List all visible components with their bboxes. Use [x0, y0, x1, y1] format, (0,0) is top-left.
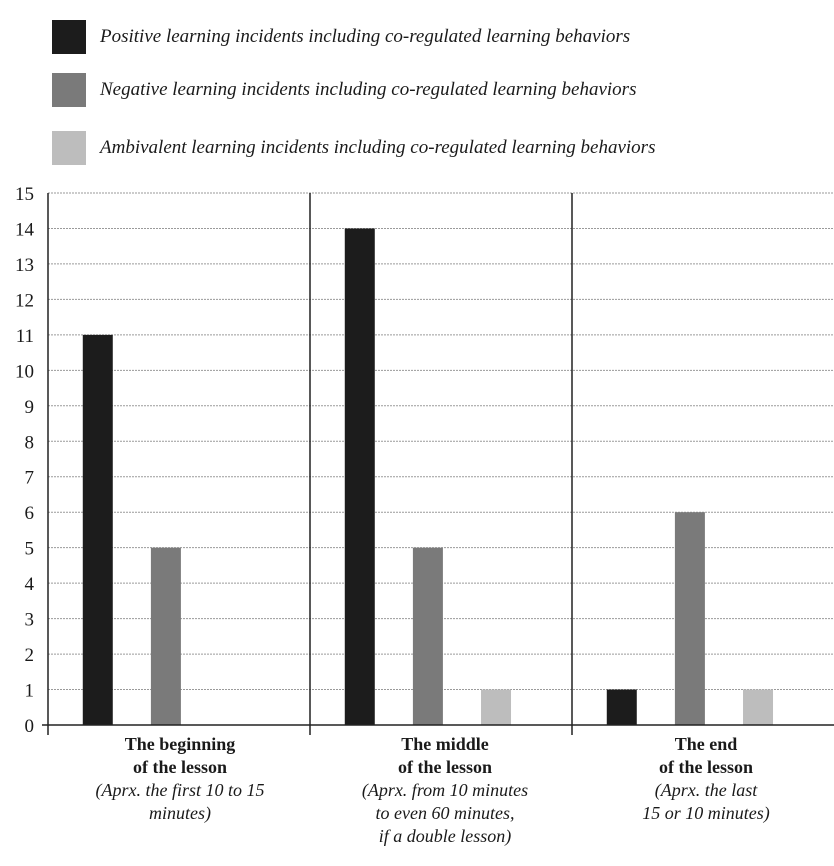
bar-ambivalent: [743, 689, 774, 725]
y-tick-label: 3: [25, 610, 35, 631]
bar-negative: [412, 547, 443, 725]
legend: Positive learning incidents including co…: [0, 0, 834, 180]
y-tick-label: 15: [15, 184, 34, 205]
legend-swatch-ambivalent: [52, 131, 86, 165]
y-tick-label: 2: [25, 645, 35, 666]
bar-positive: [344, 228, 375, 725]
legend-item-positive: Positive learning incidents including co…: [52, 20, 630, 54]
category-title: of the lesson: [398, 757, 492, 777]
y-tick-label: 5: [25, 539, 35, 560]
category-note: (Aprx. from 10 minutes: [361, 780, 529, 800]
y-tick-label: 12: [15, 290, 34, 311]
legend-item-negative: Negative learning incidents including co…: [52, 73, 636, 107]
category-title: The end: [674, 734, 738, 754]
category-title: The middle: [401, 734, 489, 754]
y-tick-label: 0: [25, 716, 35, 737]
legend-label-negative: Negative learning incidents including co…: [100, 79, 637, 100]
bar-positive: [606, 689, 637, 725]
category-note: (Aprx. the last: [654, 780, 758, 800]
y-tick-label: 7: [25, 468, 35, 489]
y-tick-label: 6: [25, 503, 35, 524]
y-tick-label: 8: [25, 432, 35, 453]
category-title: of the lesson: [659, 757, 753, 777]
category-note: 15 or 10 minutes): [642, 803, 770, 823]
legend-swatch-positive: [52, 20, 86, 54]
bar-negative: [150, 547, 181, 725]
y-tick-label: 4: [25, 574, 35, 595]
category-note: minutes): [149, 803, 211, 823]
bar-positive: [82, 334, 113, 725]
y-tick-label: 9: [25, 397, 35, 418]
y-tick-label: 14: [15, 219, 35, 240]
category-label-middle: The middle of the lesson (Aprx. from 10 …: [313, 733, 577, 848]
y-tick-label: 11: [16, 326, 34, 347]
category-title: of the lesson: [133, 757, 227, 777]
legend-swatch-negative: [52, 73, 86, 107]
category-note: (Aprx. the first 10 to 15: [95, 780, 265, 800]
legend-item-ambivalent: Ambivalent learning incidents including …: [52, 131, 655, 165]
bar-ambivalent: [481, 689, 512, 725]
legend-label-positive: Positive learning incidents including co…: [100, 26, 631, 47]
y-tick-label: 1: [25, 681, 35, 702]
legend-label-ambivalent: Ambivalent learning incidents including …: [100, 137, 656, 158]
category-note: to even 60 minutes,: [375, 803, 515, 823]
category-title: The beginning: [124, 734, 236, 754]
bar-negative: [674, 512, 705, 725]
category-label-end: The end of the lesson (Aprx. the last 15…: [578, 733, 834, 825]
y-tick-label: 13: [15, 255, 34, 276]
category-label-beginning: The beginning of the lesson (Aprx. the f…: [48, 733, 312, 825]
category-note: if a double lesson): [378, 826, 512, 846]
y-tick-label: 10: [15, 361, 34, 382]
